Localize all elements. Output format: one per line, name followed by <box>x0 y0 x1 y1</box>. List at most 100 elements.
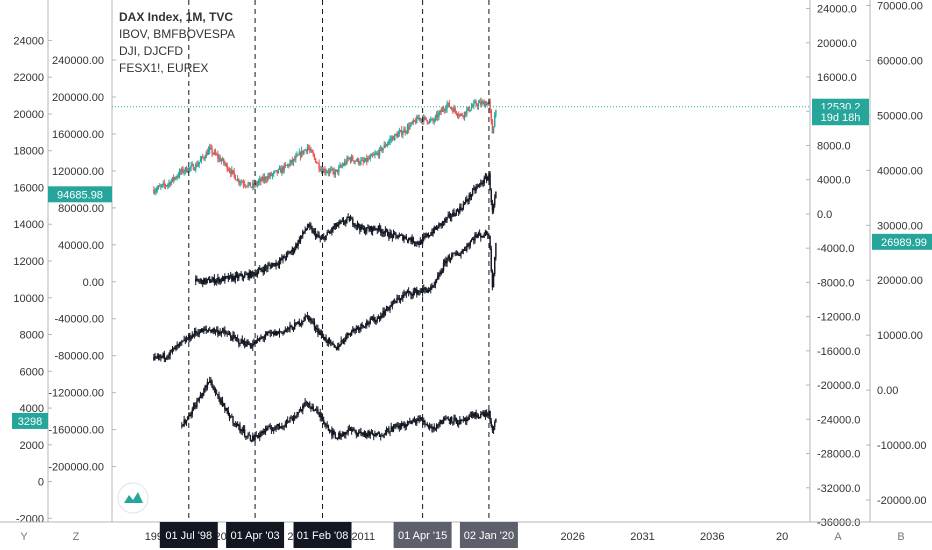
candle-body <box>398 425 401 429</box>
candle-body <box>441 270 444 272</box>
axis-Y-tick-label: 24000 <box>13 35 44 47</box>
candle-body <box>341 340 344 342</box>
candle-body <box>421 419 424 423</box>
candle-body <box>341 220 344 222</box>
candle-body <box>383 144 385 149</box>
candle-body <box>276 170 278 173</box>
candle-body <box>430 234 432 236</box>
candle-body <box>411 421 413 424</box>
time-axis-tick-label: 2031 <box>630 531 654 543</box>
candle-body <box>459 206 461 213</box>
candle-body <box>174 347 176 350</box>
candle-body <box>387 230 389 237</box>
candle-body <box>295 322 297 324</box>
series-B <box>153 229 497 363</box>
candle-body <box>483 177 485 184</box>
candle-body <box>487 414 489 416</box>
candle-body <box>461 208 463 210</box>
axis-B-tick-label: 0.00 <box>877 385 898 397</box>
candle-body <box>492 273 495 288</box>
candle-body <box>488 410 490 415</box>
candle-body <box>313 321 316 328</box>
candle-body <box>440 110 442 112</box>
candle-body <box>467 244 469 246</box>
candle-body <box>411 295 413 297</box>
candle-body <box>306 315 309 317</box>
candle-body <box>462 419 465 421</box>
axis-Z-tick-label: 160000.00 <box>52 129 104 141</box>
candle-body <box>353 160 355 162</box>
tradingview-logo[interactable] <box>117 482 149 514</box>
candle-body <box>261 269 263 271</box>
candle-body <box>445 108 447 111</box>
candle-body <box>260 179 262 182</box>
candle-body <box>405 236 408 240</box>
candle-body <box>156 188 159 191</box>
axis-Z-tick-label: 240000.00 <box>52 55 104 67</box>
candle-body <box>311 320 313 322</box>
candle-body <box>243 340 246 345</box>
axis-Y-tick-label: 4000 <box>20 403 44 415</box>
candle-body <box>318 331 320 334</box>
candle-body <box>255 182 257 185</box>
candle-body <box>367 431 369 434</box>
candle-body <box>264 335 267 337</box>
candle-body <box>449 259 452 260</box>
candle-body <box>370 318 373 320</box>
candle-body <box>209 380 211 383</box>
candle-body <box>393 425 396 427</box>
candle-body <box>370 154 373 157</box>
candle-body <box>328 170 331 173</box>
candle-body <box>440 223 442 226</box>
candle-body <box>339 433 341 437</box>
candle-body <box>154 356 156 358</box>
candle-body <box>406 292 409 294</box>
candle-body <box>341 165 344 167</box>
candle-body <box>485 176 488 181</box>
axis-Y-tick-label: -2000 <box>16 513 44 525</box>
candle-body <box>306 147 309 152</box>
candle-body <box>427 122 430 124</box>
candle-body <box>304 402 306 406</box>
candle-body <box>350 156 353 162</box>
candle-body <box>291 326 294 330</box>
candle-body <box>292 248 295 252</box>
candle-body <box>463 111 466 117</box>
candle-body <box>304 149 306 151</box>
candle-body <box>199 329 202 333</box>
candle-body <box>183 420 185 426</box>
candle-body <box>167 356 169 358</box>
candle-body <box>425 235 427 237</box>
candle-body <box>268 265 270 266</box>
candle-body <box>456 253 459 256</box>
candle-body <box>176 176 178 178</box>
candle-body <box>195 405 197 408</box>
candle-body <box>469 194 472 198</box>
candle-body <box>380 315 382 320</box>
candle-body <box>197 332 199 335</box>
candle-body <box>241 274 243 278</box>
candle-body <box>330 169 332 171</box>
candle-body <box>482 101 484 103</box>
candle-body <box>375 320 377 323</box>
candle-body <box>491 271 494 288</box>
candle-body <box>346 431 348 433</box>
candle-body <box>333 344 335 348</box>
candle-body <box>276 423 278 427</box>
candle-body <box>483 412 485 417</box>
candle-body <box>241 181 243 183</box>
candle-body <box>319 412 321 418</box>
axis-A-tick-label: -28000.0 <box>817 449 860 461</box>
candle-body <box>306 401 309 404</box>
candle-body <box>314 231 317 238</box>
candle-body <box>389 431 391 433</box>
candle-body <box>384 433 387 435</box>
candle-body <box>390 232 392 235</box>
candle-body <box>228 170 231 172</box>
candle-body <box>269 173 271 177</box>
candle-body <box>400 130 403 136</box>
candle-body <box>432 118 434 122</box>
candle-body <box>231 275 233 281</box>
candle-body <box>296 244 298 247</box>
candle-body <box>318 412 320 414</box>
